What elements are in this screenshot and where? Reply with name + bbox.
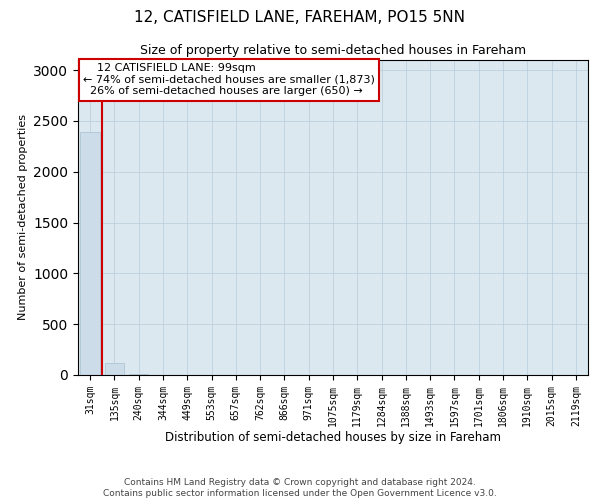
X-axis label: Distribution of semi-detached houses by size in Fareham: Distribution of semi-detached houses by … — [165, 432, 501, 444]
Text: Contains HM Land Registry data © Crown copyright and database right 2024.
Contai: Contains HM Land Registry data © Crown c… — [103, 478, 497, 498]
Text: 12 CATISFIELD LANE: 99sqm
← 74% of semi-detached houses are smaller (1,873)
  26: 12 CATISFIELD LANE: 99sqm ← 74% of semi-… — [83, 63, 375, 96]
Bar — [129, 374, 148, 375]
Text: 12, CATISFIELD LANE, FAREHAM, PO15 5NN: 12, CATISFIELD LANE, FAREHAM, PO15 5NN — [134, 10, 466, 25]
Title: Size of property relative to semi-detached houses in Fareham: Size of property relative to semi-detach… — [140, 44, 526, 58]
Bar — [105, 363, 124, 375]
Y-axis label: Number of semi-detached properties: Number of semi-detached properties — [17, 114, 28, 320]
Bar — [80, 132, 100, 375]
